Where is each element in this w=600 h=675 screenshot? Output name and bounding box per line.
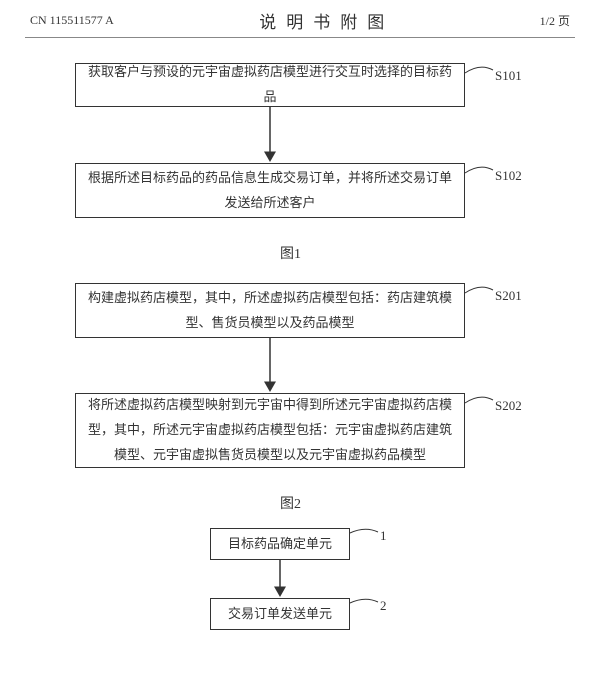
fig1-step1-box: 获取客户与预设的元宇宙虚拟药店模型进行交互时选择的目标药品: [75, 63, 465, 107]
fig3-unit2-text: 交易订单发送单元: [228, 602, 332, 627]
arrows-overlay: [0, 38, 600, 658]
fig2-caption: 图2: [280, 493, 301, 513]
fig3-unit1-text: 目标药品确定单元: [228, 532, 332, 557]
fig3-unit1-label: 1: [380, 528, 387, 544]
fig1-step2-text: 根据所述目标药品的药品信息生成交易订单，并将所述交易订单发送给所述客户: [86, 166, 454, 215]
fig3-unit1-box: 目标药品确定单元: [210, 528, 350, 560]
fig1-caption: 图1: [280, 243, 301, 263]
page-number: 1/2 页: [540, 12, 570, 29]
fig2-step1-box: 构建虚拟药店模型，其中，所述虚拟药店模型包括：药店建筑模型、售货员模型以及药品模…: [75, 283, 465, 338]
doc-title: 说明书附图: [259, 8, 394, 33]
fig2-step1-label: S201: [495, 288, 522, 304]
fig1-step2-box: 根据所述目标药品的药品信息生成交易订单，并将所述交易订单发送给所述客户: [75, 163, 465, 218]
fig1-step1-label: S101: [495, 68, 522, 84]
fig2-step2-text: 将所述虚拟药店模型映射到元宇宙中得到所述元宇宙虚拟药店模型，其中，所述元宇宙虚拟…: [86, 393, 454, 467]
fig3-unit2-box: 交易订单发送单元: [210, 598, 350, 630]
fig2-step2-label: S202: [495, 398, 522, 414]
doc-number: CN 115511577 A: [30, 13, 114, 28]
fig1-step1-text: 获取客户与预设的元宇宙虚拟药店模型进行交互时选择的目标药品: [86, 60, 454, 109]
fig3-unit2-label: 2: [380, 598, 387, 614]
page-header: CN 115511577 A 说明书附图 1/2 页: [0, 0, 600, 37]
diagram-canvas: 获取客户与预设的元宇宙虚拟药店模型进行交互时选择的目标药品 S101 根据所述目…: [0, 38, 600, 658]
fig2-step2-box: 将所述虚拟药店模型映射到元宇宙中得到所述元宇宙虚拟药店模型，其中，所述元宇宙虚拟…: [75, 393, 465, 468]
fig2-step1-text: 构建虚拟药店模型，其中，所述虚拟药店模型包括：药店建筑模型、售货员模型以及药品模…: [86, 286, 454, 335]
fig1-step2-label: S102: [495, 168, 522, 184]
